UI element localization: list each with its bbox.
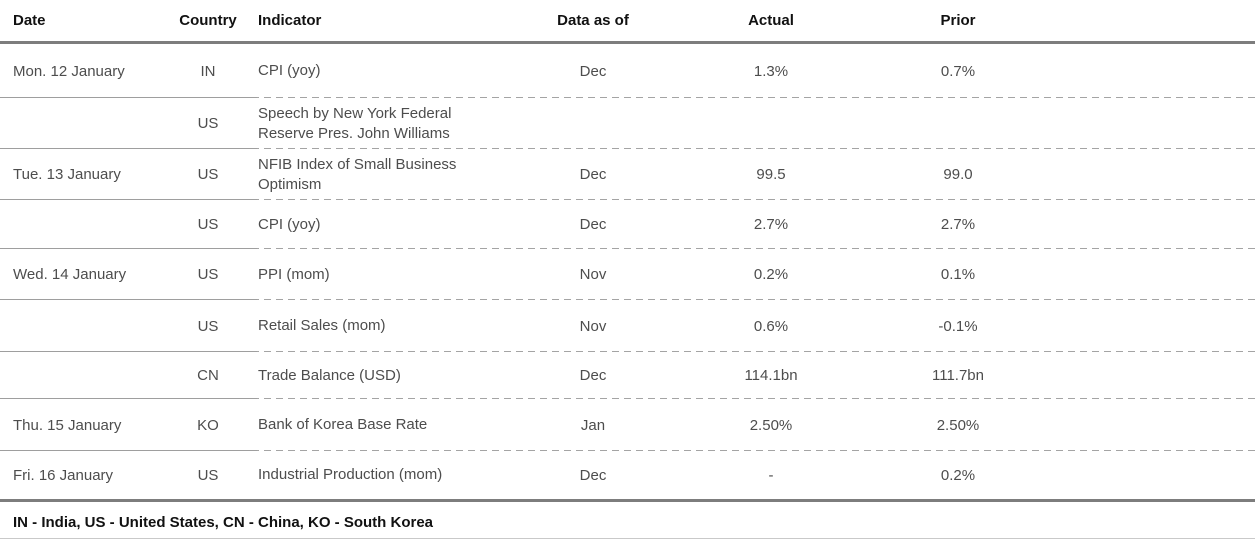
- column-header-country: Country: [179, 12, 237, 29]
- column-header-actual: Actual: [748, 12, 794, 29]
- actual-cell: 0.2%: [753, 266, 789, 283]
- indicator-text: Industrial Production (mom): [258, 466, 443, 483]
- prior-cell: 2.7%: [940, 216, 976, 233]
- country-cell: IN: [200, 62, 216, 80]
- column-header-indicator: Indicator: [258, 12, 322, 29]
- date-cell: Mon. 12 January: [13, 62, 125, 80]
- indicator-text: Bank of Korea Base Rate: [258, 416, 428, 433]
- indicator-cell: NFIB Index of Small Business Optimism: [256, 155, 540, 195]
- table-row: Thu. 15 January KO Bank of Korea Base Ra…: [0, 399, 1255, 451]
- actual-cell: 114.1bn: [744, 367, 798, 384]
- prior-cell: 0.1%: [940, 266, 976, 283]
- country-cell: US: [197, 216, 219, 233]
- data-as-of-cell: Nov: [579, 266, 607, 283]
- data-as-of-cell: Dec: [579, 367, 607, 384]
- table-bottom-rule: [0, 499, 1255, 502]
- actual-cell: 2.50%: [749, 416, 793, 434]
- table-row: Tue. 13 January US NFIB Index of Small B…: [0, 149, 1255, 200]
- column-header-date: Date: [13, 12, 46, 29]
- data-as-of-cell: Dec: [579, 466, 607, 484]
- date-cell: Wed. 14 January: [13, 266, 127, 283]
- table-header-row: Date Country Indicator Data as of Actual…: [0, 0, 1255, 44]
- country-cell: KO: [197, 416, 219, 434]
- column-header-prior: Prior: [940, 12, 976, 29]
- prior-cell: 2.50%: [936, 416, 980, 434]
- table-row: US Speech by New York Federal Reserve Pr…: [0, 98, 1255, 149]
- data-as-of-cell: Dec: [579, 166, 607, 183]
- country-cell: US: [197, 466, 219, 484]
- prior-cell: 0.2%: [940, 466, 976, 484]
- date-cell: Tue. 13 January: [13, 166, 121, 183]
- data-as-of-cell: Dec: [579, 216, 607, 233]
- table-row: Mon. 12 January IN CPI (yoy) Dec 1.3% 0.…: [0, 44, 1255, 98]
- table-row: US Retail Sales (mom) Nov 0.6% -0.1%: [0, 300, 1255, 352]
- indicator-cell: CPI (yoy): [256, 61, 540, 81]
- country-cell: CN: [197, 367, 219, 384]
- data-as-of-cell: Nov: [579, 317, 607, 335]
- indicator-cell: Speech by New York Federal Reserve Pres.…: [256, 104, 540, 144]
- actual-cell: -: [768, 466, 774, 484]
- actual-cell: 99.5: [756, 166, 786, 183]
- prior-cell: 99.0: [943, 166, 973, 183]
- data-as-of-cell: Dec: [579, 62, 607, 80]
- date-cell: Thu. 15 January: [13, 416, 122, 434]
- column-header-data-as-of: Data as of: [557, 12, 629, 29]
- table-row: US CPI (yoy) Dec 2.7% 2.7%: [0, 200, 1255, 249]
- indicator-cell: Industrial Production (mom): [256, 465, 540, 485]
- indicator-text: PPI (mom): [258, 265, 330, 283]
- table-row: Fri. 16 January US Industrial Production…: [0, 451, 1255, 499]
- indicator-cell: CPI (yoy): [256, 215, 540, 235]
- table-row: Wed. 14 January US PPI (mom) Nov 0.2% 0.…: [0, 249, 1255, 300]
- prior-cell: -0.1%: [938, 317, 978, 335]
- indicator-cell: PPI (mom): [256, 265, 540, 285]
- country-cell: US: [197, 266, 219, 283]
- actual-cell: 0.6%: [753, 317, 789, 335]
- prior-cell: 0.7%: [940, 62, 976, 80]
- indicator-text: Speech by New York Federal Reserve Pres.…: [258, 104, 452, 142]
- indicator-text: Trade Balance (USD): [258, 366, 401, 384]
- page-bottom-divider: [0, 538, 1255, 539]
- country-cell: US: [197, 115, 219, 132]
- indicator-cell: Bank of Korea Base Rate: [256, 415, 540, 435]
- prior-cell: 111.7bn: [932, 367, 984, 384]
- indicator-cell: Trade Balance (USD): [256, 366, 540, 386]
- date-cell: Fri. 16 January: [13, 466, 114, 484]
- indicator-cell: Retail Sales (mom): [256, 316, 540, 336]
- country-cell: US: [197, 317, 219, 335]
- country-code-legend: IN - India, US - United States, CN - Chi…: [13, 514, 434, 531]
- table-row: CN Trade Balance (USD) Dec 114.1bn 111.7…: [0, 352, 1255, 399]
- actual-cell: 1.3%: [753, 62, 789, 80]
- indicator-text: CPI (yoy): [258, 215, 321, 233]
- indicator-text: Retail Sales (mom): [258, 317, 386, 334]
- indicator-text: NFIB Index of Small Business Optimism: [258, 155, 457, 193]
- indicator-text: CPI (yoy): [258, 62, 321, 79]
- actual-cell: 2.7%: [753, 216, 789, 233]
- country-cell: US: [197, 166, 219, 183]
- data-as-of-cell: Jan: [580, 416, 606, 434]
